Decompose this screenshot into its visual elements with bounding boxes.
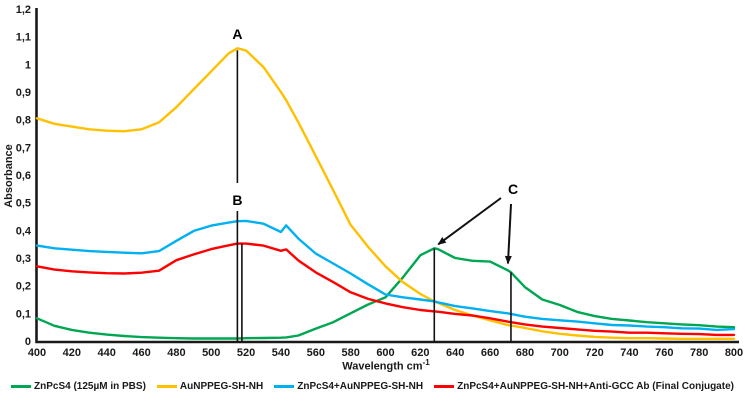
legend-line-swatch xyxy=(274,385,295,388)
legend-label: ZnPcS4+AuNPPEG-SH-NH xyxy=(297,381,424,392)
y-axis-title: Absorbance xyxy=(3,144,15,208)
x-tick-label: 600 xyxy=(376,347,394,359)
x-tick-label: 720 xyxy=(585,347,603,359)
x-tick-label: 480 xyxy=(167,347,185,359)
legend-label: ZnPcS4 (125µM in PBS) xyxy=(34,381,146,392)
y-tick-label: 0,1 xyxy=(16,308,31,320)
x-tick-label: 660 xyxy=(481,347,499,359)
annotation-c-arrow-2 xyxy=(504,203,512,265)
x-axis-title: Wavelength cm-1 xyxy=(37,358,735,373)
x-axis-title-superscript: -1 xyxy=(422,358,430,367)
y-tick-label: 0,2 xyxy=(16,281,31,293)
x-tick-label: 400 xyxy=(28,347,46,359)
legend-item-2: AuNPPEG-SH-NH xyxy=(156,381,264,392)
x-tick-label: 580 xyxy=(341,347,359,359)
legend-label: AuNPPEG-SH-NH xyxy=(179,381,264,392)
y-tick-label: 0,7 xyxy=(16,142,31,154)
axis-lines xyxy=(35,8,739,344)
x-tick-label: 740 xyxy=(620,347,638,359)
legend-label: ZnPcS4+AuNPPEG-SH-NH+Anti-GCC Ab (Final … xyxy=(457,381,734,392)
y-tick-label: 0,4 xyxy=(16,225,32,237)
y-tick-label: 0,6 xyxy=(16,170,31,182)
legend-item-3: ZnPcS4+AuNPPEG-SH-NH xyxy=(274,381,423,392)
x-tick-label: 540 xyxy=(272,347,290,359)
legend-item-1: ZnPcS4 (125µM in PBS) xyxy=(11,381,146,392)
x-tick-label: 500 xyxy=(202,347,220,359)
annotation-c: C xyxy=(508,181,518,197)
y-tick-label: 1,2 xyxy=(16,4,31,16)
legend-line-swatch xyxy=(156,385,177,388)
x-tick-label: 700 xyxy=(551,347,569,359)
y-tick-label: 1,1 xyxy=(16,32,31,44)
annotation-b: B xyxy=(232,192,242,208)
legend-line-swatch xyxy=(11,385,31,388)
x-axis-title-text: Wavelength cm xyxy=(342,360,423,373)
annotation-a: A xyxy=(232,26,242,42)
x-tick-label: 560 xyxy=(307,347,325,359)
annotation-c-arrow-1 xyxy=(437,197,502,246)
x-tick-label: 760 xyxy=(655,347,673,359)
series-line-4 xyxy=(35,242,736,337)
series-line-2 xyxy=(35,47,736,340)
x-tick-label: 440 xyxy=(98,347,116,359)
x-tick-label: 800 xyxy=(725,347,743,359)
x-tick-label: 620 xyxy=(411,347,429,359)
x-tick-label: 640 xyxy=(446,347,464,359)
y-tick-label: 0,3 xyxy=(16,253,31,265)
x-tick-label: 520 xyxy=(237,347,255,359)
x-tick-label: 780 xyxy=(690,347,708,359)
series-line-3 xyxy=(35,219,736,332)
y-tick-label: 0,9 xyxy=(16,87,31,99)
y-tick-label: 1 xyxy=(25,59,31,71)
series-line-1 xyxy=(35,247,736,340)
x-tick-label: 420 xyxy=(63,347,81,359)
y-tick-label: 0,5 xyxy=(16,198,31,210)
y-tick-label: 0 xyxy=(25,336,31,348)
legend-line-swatch xyxy=(434,385,455,388)
x-tick-label: 680 xyxy=(516,347,534,359)
y-tick-label: 0,8 xyxy=(16,115,31,127)
x-tick-label: 460 xyxy=(132,347,150,359)
chart-legend: ZnPcS4 (125µM in PBS) AuNPPEG-SH-NH ZnPcS4… xyxy=(0,381,745,392)
legend-item-4: ZnPcS4+AuNPPEG-SH-NH+Anti-GCC Ab (Final … xyxy=(434,381,734,392)
